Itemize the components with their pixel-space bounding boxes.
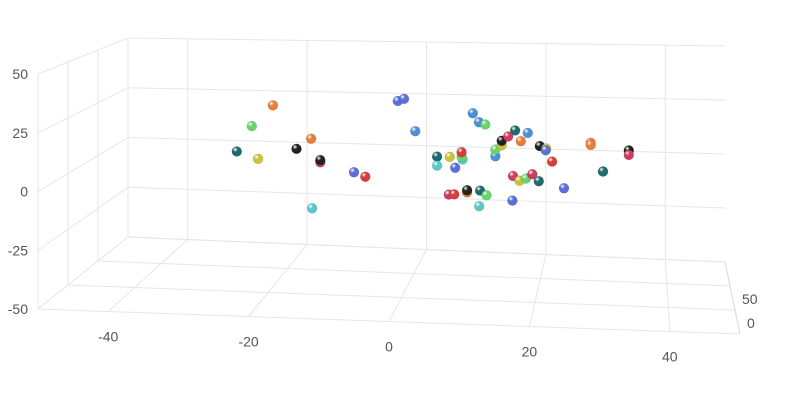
data-point: [522, 127, 534, 139]
data-point: [291, 143, 302, 155]
data-point: [231, 146, 243, 157]
data-point: [449, 162, 461, 174]
floor-gridline: [248, 244, 308, 317]
floor-gridline: [97, 260, 731, 287]
data-point: [558, 183, 570, 194]
y-tick-label: -50: [8, 301, 28, 317]
data-point: [252, 153, 264, 165]
x-tick-label: 0: [385, 339, 393, 355]
floor-gridline: [107, 239, 189, 312]
y-tick-label: 25: [12, 125, 28, 141]
side-wall-gridline: [37, 186, 129, 251]
data-point: [409, 125, 421, 137]
data-point: [623, 149, 635, 161]
data-point: [597, 166, 609, 177]
data-point: [546, 156, 558, 167]
axis-ticks: -50 -25 0 25 50 -40 -20 0 20 40 0 50: [8, 66, 758, 365]
floor-gridline: [37, 308, 741, 335]
data-point: [515, 135, 527, 147]
data-point: [481, 190, 492, 201]
data-point: [431, 151, 443, 162]
floor-gridline: [528, 254, 547, 327]
data-point: [467, 108, 479, 119]
data-point: [314, 154, 326, 166]
data-point: [305, 133, 317, 145]
side-wall-gridline: [37, 137, 129, 192]
floor-gridline: [388, 249, 427, 322]
data-point: [306, 203, 318, 214]
data-point: [461, 185, 473, 196]
floor-edge: [724, 261, 741, 335]
side-wall-gridline: [37, 236, 129, 310]
data-point: [448, 189, 460, 200]
data-point: [359, 171, 371, 182]
y-tick-label: 0: [20, 184, 28, 200]
data-point: [585, 139, 597, 151]
z-tick-label: 50: [742, 291, 758, 307]
y-tick-label: 50: [12, 66, 28, 82]
side-wall-gridline: [37, 87, 129, 134]
data-point: [431, 160, 443, 171]
data-point: [533, 175, 545, 187]
y-tick-label: -25: [8, 242, 28, 258]
floor-gridline: [127, 236, 726, 263]
data-point: [348, 167, 360, 178]
data-point: [398, 93, 410, 105]
floor-gridline: [664, 259, 671, 332]
data-point: [507, 195, 518, 206]
data-point: [267, 100, 279, 111]
data-point: [479, 119, 491, 130]
z-tick-label: 0: [747, 315, 755, 331]
x-tick-label: -20: [238, 334, 258, 350]
data-point: [444, 151, 456, 163]
data-point: [246, 120, 258, 132]
x-tick-label: 40: [662, 349, 678, 365]
data-points: [231, 93, 635, 214]
chart-grid: [37, 37, 741, 335]
floor-gridline: [67, 284, 736, 311]
data-point: [509, 125, 521, 136]
data-point: [502, 131, 514, 142]
data-point: [473, 200, 485, 212]
side-wall-gridline: [37, 37, 129, 75]
x-tick-label: -40: [98, 329, 118, 345]
data-point: [456, 146, 467, 158]
data-point: [526, 169, 538, 180]
x-tick-label: 20: [522, 344, 538, 360]
data-point: [540, 144, 552, 156]
